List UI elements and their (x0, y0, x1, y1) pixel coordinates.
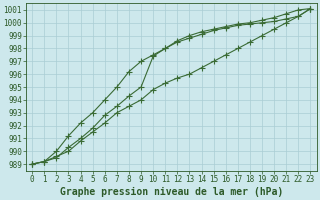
X-axis label: Graphe pression niveau de la mer (hPa): Graphe pression niveau de la mer (hPa) (60, 186, 283, 197)
